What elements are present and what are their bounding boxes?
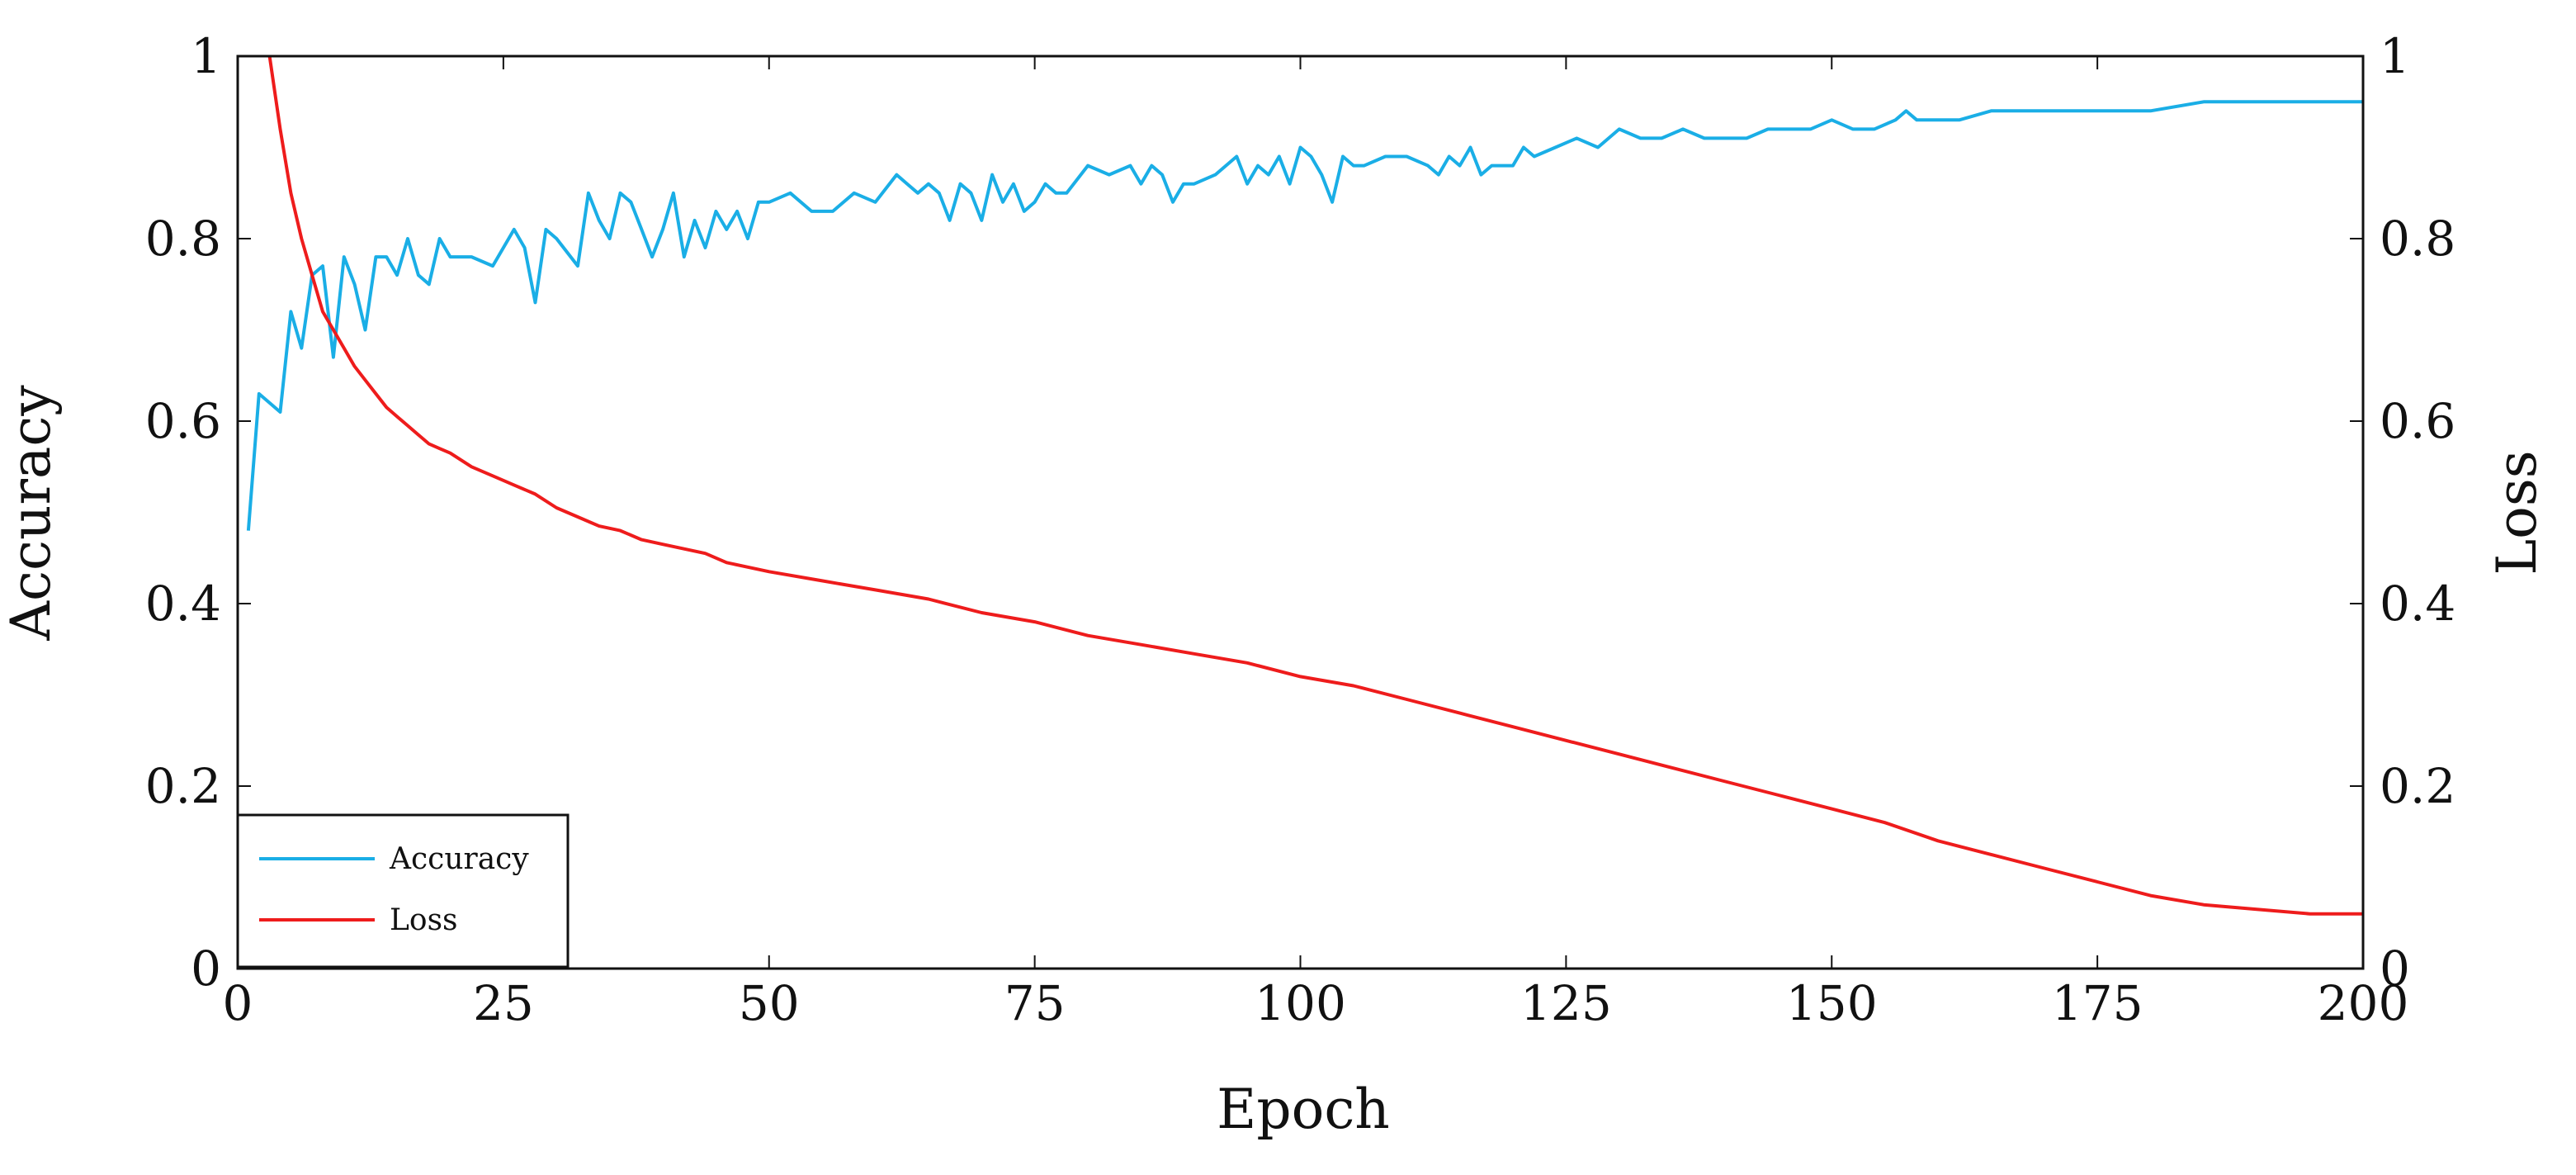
y-left-tick-label: 1	[191, 28, 221, 84]
y-axis-right-title: Loss	[2485, 450, 2549, 575]
series-layer	[246, 56, 2363, 916]
series-line-loss	[267, 56, 2363, 916]
x-axis: 0 25 50 75 100 125 150 175 200	[223, 56, 2409, 1031]
y-left-tick-label: 0.2	[145, 758, 221, 814]
series-line-accuracy	[246, 100, 2363, 531]
plot-frame	[236, 54, 2365, 970]
x-tick-label: 75	[1004, 975, 1066, 1031]
y-right-tick-label: 0.2	[2380, 758, 2455, 814]
x-tick-label: 50	[739, 975, 800, 1031]
x-tick-label: 150	[1786, 975, 1878, 1031]
x-tick-label: 200	[2318, 975, 2409, 1031]
x-axis-title: Epoch	[1217, 1078, 1390, 1141]
y-left-tick-label: 0.4	[145, 576, 221, 632]
x-tick-label: 100	[1255, 975, 1346, 1031]
x-tick-label: 125	[1520, 975, 1612, 1031]
legend-label-loss: Loss	[390, 903, 458, 937]
plot-border	[236, 54, 2365, 970]
y-left-tick-label: 0.8	[145, 211, 221, 267]
x-tick-label: 25	[473, 975, 534, 1031]
x-tick-label: 0	[223, 975, 253, 1031]
y-right-tick-label: 0	[2380, 940, 2410, 997]
y-right-tick-label: 0.6	[2380, 393, 2455, 449]
x-tick-label: 175	[2052, 975, 2144, 1031]
y-axis-left-title: Accuracy	[0, 385, 63, 642]
y-axis-right: 0 0.2 0.4 0.6 0.8 1	[2350, 28, 2455, 997]
y-left-tick-label: 0	[191, 940, 221, 997]
y-axis-left: 0 0.2 0.4 0.6 0.8 1	[145, 28, 251, 997]
y-right-tick-label: 0.4	[2380, 576, 2455, 632]
legend-box	[236, 813, 570, 969]
y-right-tick-label: 0.8	[2380, 211, 2455, 267]
legend-label-accuracy: Accuracy	[389, 842, 529, 876]
y-right-tick-label: 1	[2380, 28, 2410, 84]
y-left-tick-label: 0.6	[145, 393, 221, 449]
legend: Accuracy Loss	[236, 813, 570, 969]
